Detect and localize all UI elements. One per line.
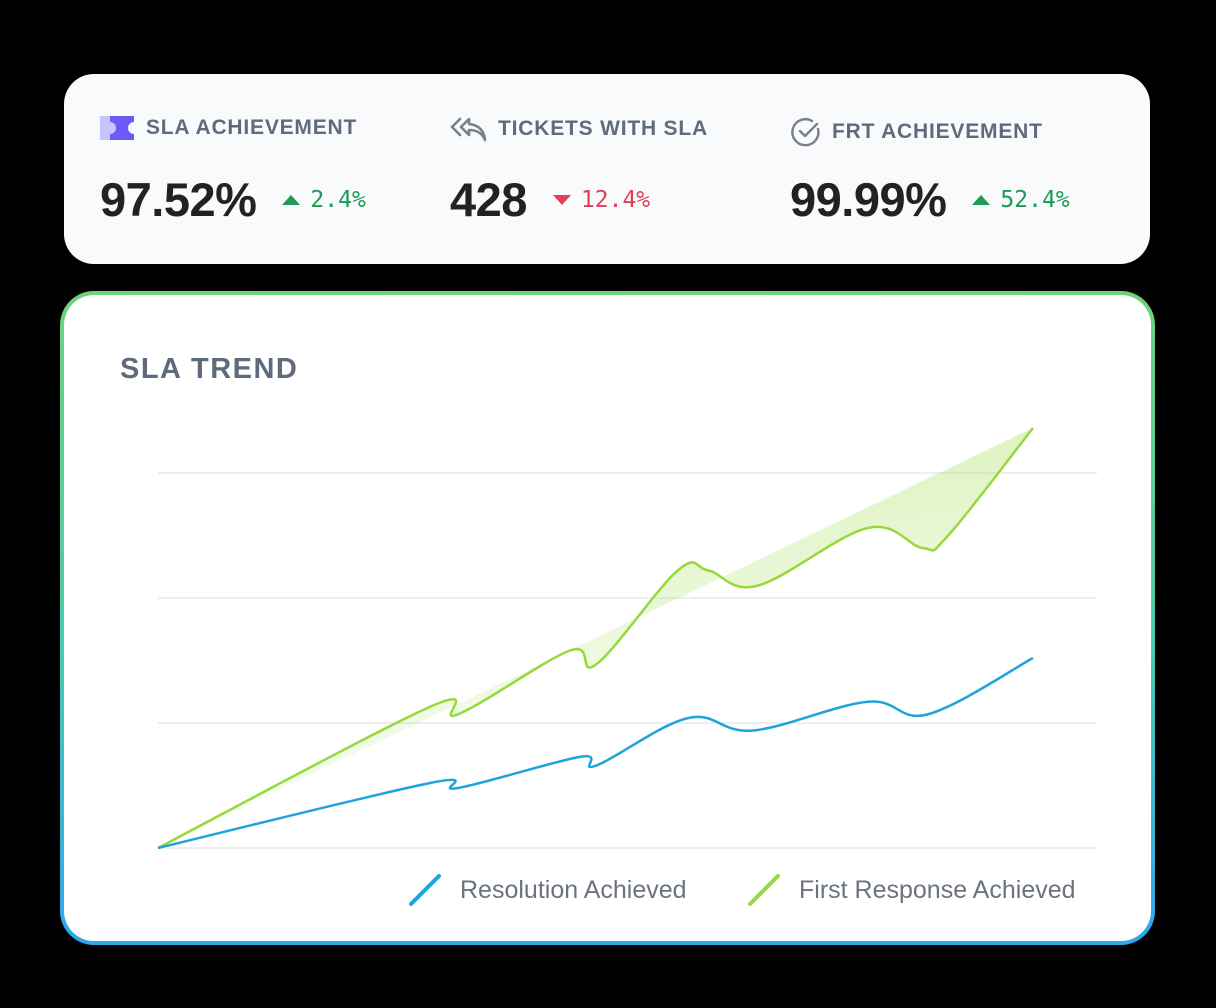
stat-label: TICKETS WITH SLA (498, 117, 708, 140)
stat-label: FRT ACHIEVEMENT (832, 120, 1043, 143)
arrow-up-icon (972, 194, 991, 205)
legend-label: First Response Achieved (799, 875, 1076, 904)
sla-trend-card: SLA TREND Resolution Achieved First Resp… (60, 291, 1155, 945)
legend-line-icon (409, 874, 441, 906)
ticket-icon (100, 116, 134, 140)
stat-value: 428 (450, 173, 527, 226)
check-circle-icon (791, 118, 820, 147)
stat-label: SLA ACHIEVEMENT (146, 116, 358, 139)
legend-item-resolution: Resolution Achieved (408, 873, 687, 907)
stats-panel: SLA ACHIEVEMENT 97.52% 2.4% TICKETS WITH… (64, 74, 1150, 264)
resolution-achieved-line (157, 656, 1034, 850)
arrow-down-icon (552, 194, 571, 205)
first-response-achieved-area (158, 428, 1033, 848)
arrow-up-icon (282, 194, 301, 205)
stat-value: 97.52% (100, 173, 257, 226)
reply-all-icon (450, 117, 487, 142)
chart-title: SLA TREND (120, 353, 299, 385)
sla-trend-chart (157, 427, 1097, 850)
stat-change: 2.4% (310, 186, 366, 213)
legend-line-icon (748, 874, 780, 906)
stat-change: 52.4% (1000, 186, 1070, 213)
stat-change: 12.4% (580, 186, 651, 213)
legend-label: Resolution Achieved (460, 875, 687, 904)
legend-item-first-response: First Response Achieved (747, 873, 1076, 907)
first-response-achieved-line (157, 427, 1034, 850)
stat-value: 99.99% (790, 173, 947, 226)
